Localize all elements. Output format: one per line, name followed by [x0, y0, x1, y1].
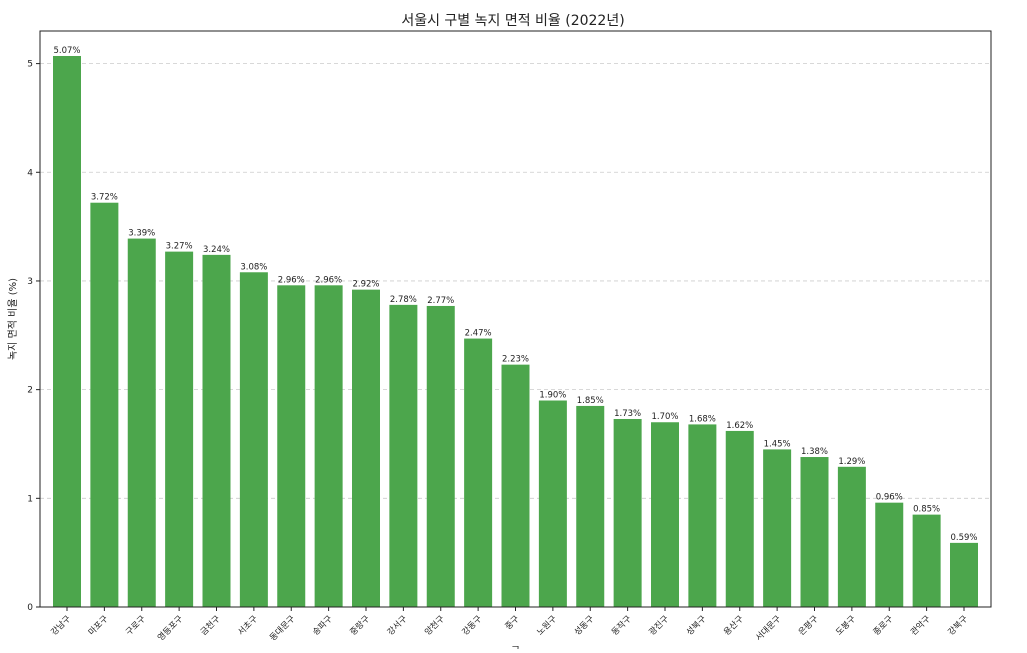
bar: [314, 285, 343, 607]
x-tick-label: 광진구: [647, 613, 671, 637]
bar: [239, 272, 268, 607]
x-tick-label: 양천구: [422, 613, 446, 637]
y-axis-label: 녹지 면적 비율 (%): [7, 278, 19, 360]
bar-value-label: 2.92%: [352, 280, 379, 290]
x-tick-label: 강서구: [385, 613, 409, 637]
bar: [389, 304, 418, 607]
y-tick-label: 3: [27, 277, 33, 287]
x-tick-label: 종로구: [872, 614, 896, 638]
bar: [501, 364, 530, 607]
y-tick-label: 1: [27, 494, 33, 504]
bar: [53, 55, 81, 608]
bar-value-label: 1.73%: [614, 409, 641, 419]
bar-value-label: 2.96%: [278, 275, 305, 285]
bar: [426, 305, 455, 607]
y-tick-label: 5: [27, 60, 33, 70]
bar: [725, 430, 754, 607]
bar: [912, 514, 941, 607]
bar: [464, 338, 493, 607]
x-tick-label: 금천구: [198, 613, 222, 637]
bar: [576, 405, 605, 607]
bar-value-label: 1.62%: [726, 421, 753, 431]
x-tick-label: 동작구: [609, 613, 633, 637]
bar: [202, 254, 231, 607]
bar: [613, 418, 642, 607]
bar-value-label: 3.24%: [203, 245, 230, 255]
x-tick-label: 중랑구: [348, 613, 372, 637]
x-tick-label: 용산구: [721, 613, 745, 637]
bar-value-labels: 5.07% 3.72% 3.39% 3.27% 3.24% 3.08% 2.96% 2.96%…: [53, 46, 977, 543]
bar: [875, 502, 904, 607]
bar-value-label: 1.90%: [539, 391, 566, 401]
x-tick-label: 마포구: [87, 614, 111, 638]
bar-value-label: 2.78%: [390, 295, 417, 305]
bar-value-label: 1.29%: [838, 457, 865, 467]
x-axis-ticks: 강남구 마포구 구로구 영등포구 금천구 서초구 동대문구 송파구 중랑구 강서구 양천구 강동구 중구…: [49, 607, 970, 643]
bar-value-label: 2.77%: [427, 296, 454, 306]
bar-value-label: 0.85%: [913, 505, 940, 515]
y-tick-label: 4: [27, 168, 33, 178]
bar-value-label: 3.08%: [240, 262, 267, 272]
bar-value-label: 2.47%: [465, 329, 492, 339]
x-tick-label: 중구: [503, 614, 521, 632]
bar-value-label: 2.23%: [502, 355, 529, 365]
bar-value-label: 1.45%: [764, 439, 791, 449]
x-tick-label: 성북구: [685, 614, 709, 638]
bar-value-label: 2.96%: [315, 275, 342, 285]
bar-value-label: 5.07%: [53, 46, 80, 56]
x-tick-label: 송파구: [311, 614, 335, 638]
bar: [127, 238, 156, 607]
bar-value-label: 0.59%: [950, 533, 977, 543]
bar-value-label: 1.38%: [801, 447, 828, 457]
bar: [538, 400, 567, 607]
bars: [53, 55, 978, 608]
y-tick-label: 0: [27, 603, 33, 613]
x-tick-label: 서초구: [236, 614, 260, 638]
bar: [352, 289, 380, 607]
x-tick-label: 강동구: [460, 613, 484, 637]
x-tick-label: 강북구: [946, 613, 970, 637]
x-tick-label: 서대문구: [754, 614, 783, 643]
bar: [277, 285, 306, 607]
bar: [800, 457, 829, 607]
bar: [763, 449, 792, 607]
bar: [651, 422, 679, 607]
x-tick-label: 강남구: [49, 613, 73, 637]
bar-value-label: 3.72%: [91, 193, 118, 203]
x-tick-label: 도봉구: [834, 614, 858, 638]
x-tick-label: 노원구: [535, 614, 559, 638]
bar-value-label: 3.39%: [128, 229, 155, 239]
x-tick-label: 영등포구: [155, 613, 185, 643]
x-tick-label: 은평구: [796, 613, 820, 637]
bar-value-label: 1.70%: [651, 412, 678, 422]
bar-value-label: 1.85%: [577, 396, 604, 406]
bar: [950, 542, 978, 607]
x-tick-label: 동대문구: [268, 614, 297, 643]
chart-title: 서울시 구별 녹지 면적 비율 (2022년): [401, 13, 624, 29]
y-axis-ticks: 0 1 2 3 4 5: [27, 60, 40, 613]
y-tick-label: 2: [27, 386, 33, 396]
x-tick-label: 구로구: [124, 614, 148, 638]
bar-value-label: 1.68%: [689, 414, 716, 424]
x-tick-label: 성동구: [573, 614, 597, 638]
bar-value-label: 3.27%: [166, 242, 193, 252]
x-tick-label: 관악구: [908, 613, 932, 637]
bar: [165, 251, 194, 607]
bar: [837, 466, 866, 607]
gridlines: [40, 63, 991, 499]
bar: [688, 424, 717, 607]
bar-value-label: 0.96%: [876, 493, 903, 503]
bar: [90, 202, 119, 608]
